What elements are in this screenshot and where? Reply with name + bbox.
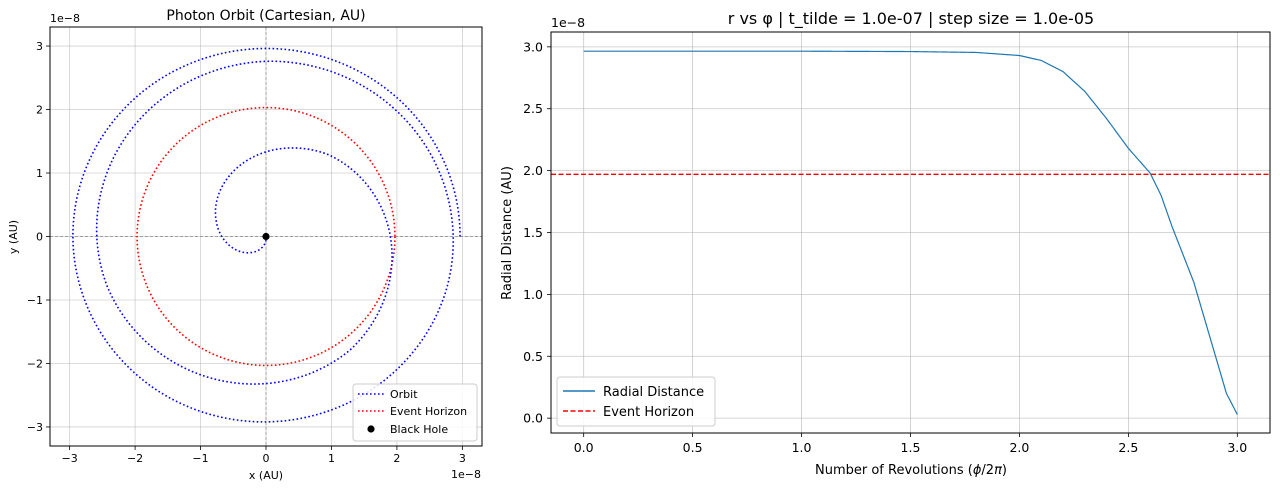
radial-x-tick-label: 1.5 xyxy=(901,440,921,455)
orbit-y-tick-label: 0 xyxy=(36,231,43,244)
orbit-y-tick-label: −1 xyxy=(27,294,43,307)
radial-y-tick-label: 1.5 xyxy=(523,225,543,240)
radial-legend: Radial Distance Event Horizon xyxy=(556,376,716,427)
orbit-chart-title: Photon Orbit (Cartesian, AU) xyxy=(166,8,365,24)
orbit-chart: Photon Orbit (Cartesian, AU) −3 −2 −1 0 1 2 3−… xyxy=(7,8,483,482)
orbit-x-tick-label: 1 xyxy=(328,452,335,465)
radial-ticks: 0.0 0.5 1.0 1.5 2.0 2.5 3.0 0.0 0.5 1.0 1.5 2.0 2.5 3… xyxy=(523,39,1247,455)
legend-event-horizon-label: Event Horizon xyxy=(390,405,467,418)
radial-x-tick-label: 3.0 xyxy=(1227,440,1247,455)
orbit-legend-box xyxy=(352,383,478,442)
orbit-y-tick-label: 1 xyxy=(36,167,43,180)
radial-y-tick-label: 1.0 xyxy=(523,287,543,302)
radial-y-offset: 1e−8 xyxy=(551,15,585,30)
radial-y-tick-label: 2.5 xyxy=(523,101,543,116)
orbit-x-offset: 1e−8 xyxy=(451,468,481,481)
radial-x-tick-label: 0.0 xyxy=(574,440,594,455)
radial-series xyxy=(551,50,1270,415)
legend-orbit-label: Orbit xyxy=(390,388,418,401)
radial-x-tick-label: 1.0 xyxy=(792,440,812,455)
radial-x-tick-label: 2.5 xyxy=(1118,440,1138,455)
orbit-ticks: −3 −2 −1 0 1 2 3 −3 −2 −1 0 1 2 3 xyxy=(27,40,466,465)
orbit-x-tick-label: 0 xyxy=(263,452,270,465)
legend-black-hole-label: Black Hole xyxy=(390,423,448,436)
orbit-x-tick-label: 2 xyxy=(393,452,400,465)
orbit-series xyxy=(72,47,461,423)
orbit-legend: Orbit Event Horizon Black Hole xyxy=(352,383,478,442)
radial-distance-line xyxy=(583,50,1238,415)
legend-radial-distance-label: Radial Distance xyxy=(603,385,704,400)
radial-x-tick-label: 2.0 xyxy=(1009,440,1029,455)
radial-y-tick-label: 2.0 xyxy=(523,163,543,178)
radial-x-label: Number of Revolutions (ϕ/2π) xyxy=(815,463,1007,478)
radial-gridlines xyxy=(551,32,1270,433)
orbit-y-tick-label: 2 xyxy=(36,104,43,117)
orbit-x-tick-label: −2 xyxy=(127,452,143,465)
orbit-x-tick-label: −3 xyxy=(62,452,78,465)
orbit-y-offset: 1e−8 xyxy=(50,12,80,25)
event-horizon-circle xyxy=(136,106,396,367)
radial-y-tick-label: 0.5 xyxy=(523,349,543,364)
radial-chart-title: r vs φ | t_tilde = 1.0e-07 | step size =… xyxy=(728,9,1094,29)
legend-black-hole-swatch xyxy=(367,425,375,433)
radial-y-label: Radial Distance (AU) xyxy=(500,166,515,300)
orbit-x-tick-label: −1 xyxy=(192,452,208,465)
orbit-y-tick-label: 3 xyxy=(36,40,43,53)
orbit-x-label: x (AU) xyxy=(249,469,283,482)
legend-radial-event-horizon-label: Event Horizon xyxy=(603,405,694,420)
radial-legend-box xyxy=(556,376,716,427)
radial-x-tick-label: 0.5 xyxy=(683,440,703,455)
radial-chart: r vs φ | t_tilde = 1.0e-07 | step size =… xyxy=(500,9,1271,478)
radial-y-tick-label: 3.0 xyxy=(523,39,543,54)
orbit-y-tick-label: −2 xyxy=(27,357,43,370)
orbit-y-tick-label: −3 xyxy=(27,421,43,434)
orbit-y-label: y (AU) xyxy=(7,220,20,254)
radial-y-tick-label: 0.0 xyxy=(523,411,543,426)
orbit-x-tick-label: 3 xyxy=(459,452,466,465)
black-hole-marker xyxy=(262,232,270,241)
